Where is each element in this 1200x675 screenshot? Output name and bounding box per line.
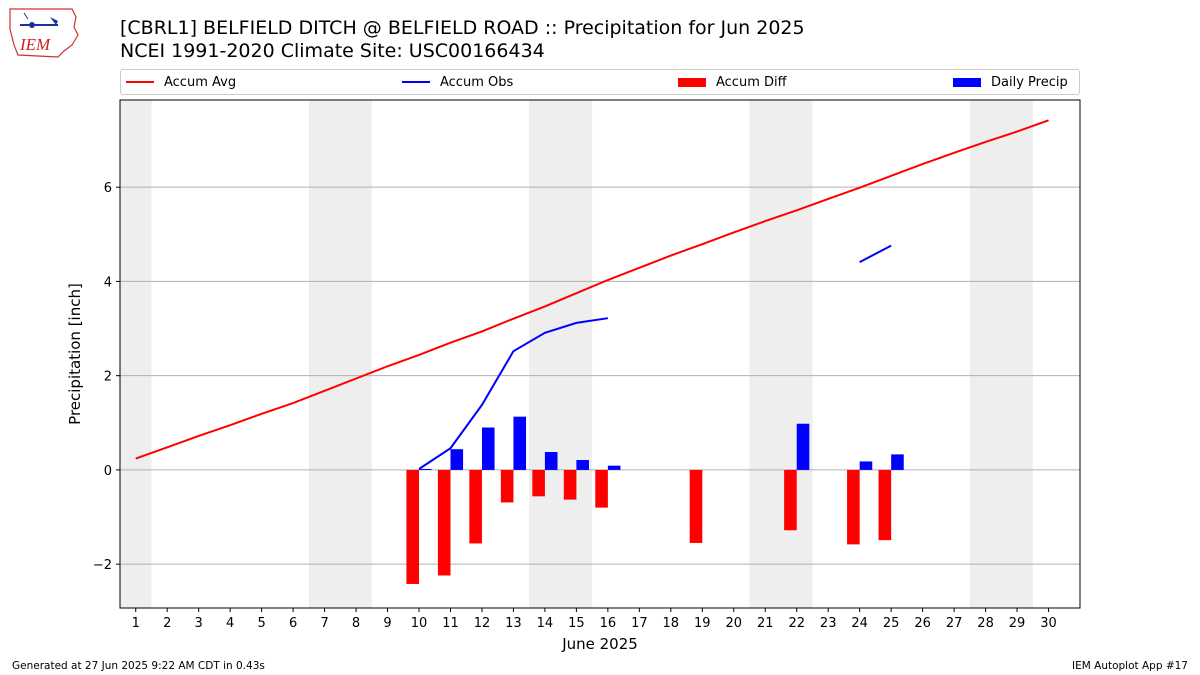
y-tick-label: 2 — [104, 370, 112, 385]
y-tick-label: 4 — [104, 275, 112, 290]
accum-diff-bar — [563, 469, 577, 500]
plot-frame — [119, 99, 1081, 609]
accum-diff-bar — [469, 469, 482, 544]
legend-item-accum-obs: Accum Obs — [402, 70, 513, 94]
accum-diff-bar — [784, 469, 797, 531]
chart-subtitle: NCEI 1991-2020 Climate Site: USC00166434 — [120, 40, 545, 62]
weekend-band — [308, 100, 341, 608]
daily-precip-bar — [576, 460, 589, 470]
legend-swatch-accum-obs — [402, 81, 430, 83]
x-tick-label: 29 — [1009, 616, 1026, 631]
y-tick-label: 6 — [104, 181, 112, 196]
y-axis-label: Precipitation [inch] — [66, 283, 84, 425]
daily-precip-bar — [859, 461, 873, 470]
x-tick-label: 21 — [757, 616, 774, 631]
chart-title: [CBRL1] BELFIELD DITCH @ BELFIELD ROAD :… — [120, 17, 805, 39]
legend-item-daily-precip: Daily Precip — [953, 70, 1068, 94]
x-tick-label: 7 — [320, 616, 328, 631]
x-tick-label: 26 — [914, 616, 931, 631]
x-tick-label: 30 — [1040, 616, 1057, 631]
x-tick-label: 1 — [132, 616, 140, 631]
x-tick-label: 11 — [442, 616, 459, 631]
x-tick-label: 17 — [631, 616, 648, 631]
accum-diff-bar — [689, 469, 703, 543]
accum-diff-bar — [532, 469, 545, 497]
accum-obs-line — [418, 317, 609, 470]
x-tick-label: 3 — [195, 616, 203, 631]
daily-precip-bar — [796, 423, 810, 470]
weekend-band — [749, 100, 781, 608]
accum-diff-bar — [878, 469, 892, 541]
x-tick-label: 27 — [946, 616, 963, 631]
x-tick-label: 23 — [820, 616, 837, 631]
daily-precip-bar — [891, 454, 904, 470]
x-tick-label: 14 — [537, 616, 554, 631]
legend-swatch-accum-diff — [678, 77, 706, 87]
weekend-band — [340, 100, 372, 608]
daily-precip-bar — [544, 452, 558, 470]
legend-item-accum-diff: Accum Diff — [678, 70, 787, 94]
accum-avg-line — [135, 119, 1049, 460]
weekend-band — [969, 100, 1002, 608]
weekend-band — [1001, 100, 1033, 608]
x-tick-label: 9 — [383, 616, 391, 631]
daily-precip-bar — [419, 468, 432, 470]
x-tick-label: 15 — [568, 616, 585, 631]
legend-label-daily-precip: Daily Precip — [991, 74, 1068, 90]
x-tick-label: 16 — [600, 616, 617, 631]
footer-generated: Generated at 27 Jun 2025 9:22 AM CDT in … — [12, 660, 265, 672]
x-tick-label: 18 — [663, 616, 680, 631]
weekend-band — [780, 100, 813, 608]
x-tick-label: 4 — [226, 616, 234, 631]
accum-diff-bar — [595, 469, 608, 508]
accum-diff-bar — [847, 469, 860, 545]
y-tick-label: 0 — [104, 464, 112, 479]
x-tick-label: 2 — [163, 616, 171, 631]
footer-app-label: IEM Autoplot App #17 — [1072, 660, 1188, 672]
x-tick-label: 28 — [977, 616, 994, 631]
x-tick-label: 6 — [289, 616, 297, 631]
legend-swatch-accum-avg — [126, 81, 154, 83]
weekend-band — [529, 100, 561, 608]
accum-diff-bar — [500, 469, 514, 503]
accum-obs-line — [859, 244, 892, 263]
weekend-band — [560, 100, 593, 608]
accum-diff-bar — [406, 469, 420, 584]
x-axis-label: June 2025 — [561, 635, 638, 653]
daily-precip-bar — [513, 416, 527, 470]
x-tick-label: 8 — [352, 616, 360, 631]
legend-swatch-daily-precip — [953, 77, 981, 87]
x-tick-label: 13 — [505, 616, 522, 631]
daily-precip-bar — [607, 465, 621, 470]
x-tick-label: 5 — [257, 616, 265, 631]
legend-label-accum-obs: Accum Obs — [440, 74, 514, 90]
plot-area — [120, 100, 1080, 608]
x-tick-label: 20 — [725, 616, 742, 631]
daily-precip-bar — [481, 427, 495, 470]
legend-item-accum-avg: Accum Avg — [126, 70, 236, 94]
x-tick-label: 19 — [694, 616, 711, 631]
iem-logo: IEM — [6, 5, 80, 59]
y-tick-label: −2 — [93, 558, 112, 573]
x-tick-label: 10 — [411, 616, 428, 631]
weekend-band — [120, 100, 152, 608]
legend-label-accum-diff: Accum Diff — [716, 74, 787, 90]
x-tick-label: 12 — [474, 616, 491, 631]
svg-text:IEM: IEM — [19, 35, 51, 54]
daily-precip-bar — [450, 449, 464, 470]
x-tick-label: 25 — [883, 616, 900, 631]
accum-diff-bar — [437, 469, 451, 576]
chart-legend: Accum Avg Accum Obs Accum Diff Daily Pre… — [120, 69, 1080, 95]
x-tick-label: 22 — [788, 616, 805, 631]
legend-label-accum-avg: Accum Avg — [164, 74, 237, 90]
x-tick-label: 24 — [851, 616, 868, 631]
